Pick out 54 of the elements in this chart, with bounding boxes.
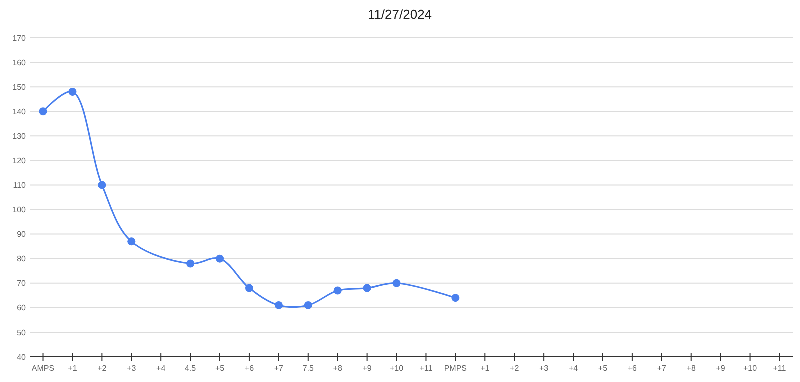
x-tick-label: AMPS	[32, 364, 55, 373]
x-tick-label: +4	[568, 364, 579, 373]
x-tick-label: +5	[215, 364, 226, 373]
x-tick-label: +3	[540, 364, 550, 373]
y-tick-label: 70	[17, 279, 27, 288]
x-tick-label: 4.5	[184, 364, 197, 373]
point	[216, 254, 224, 263]
x-tick-label: +1	[480, 364, 490, 373]
x-tick-label: +11	[420, 364, 434, 373]
point	[186, 260, 195, 268]
x-tick-label: +2	[510, 364, 520, 373]
point	[304, 301, 312, 310]
y-tick-label: 130	[12, 132, 27, 141]
x-tick-label: +8	[686, 364, 696, 373]
point	[274, 301, 283, 310]
x-tick-label: +1	[68, 364, 78, 373]
y-tick-label: 160	[12, 58, 27, 68]
point	[98, 181, 106, 190]
y-tick-label: 90	[17, 230, 27, 240]
x-tick-label: +10	[390, 364, 404, 373]
x-tick-label: +11	[773, 364, 787, 373]
y-tick-label: 140	[12, 107, 27, 116]
point	[452, 294, 460, 302]
x-tick-label: +6	[628, 364, 638, 373]
x-tick-label: +2	[98, 364, 108, 373]
y-tick-label: 120	[12, 156, 27, 166]
x-tick-label: +4	[156, 364, 166, 373]
y-tick-label: 60	[17, 304, 27, 313]
chart-title: 11/27/2024	[368, 7, 432, 22]
y-tick-label: 110	[13, 181, 27, 190]
x-tick-label: +6	[244, 364, 255, 373]
x-tick-label: +7	[274, 364, 284, 373]
x-tick-label: +9	[716, 364, 726, 373]
y-tick-label: 100	[12, 206, 27, 215]
y-tick-label: 80	[17, 254, 27, 264]
x-tick-label: +9	[362, 364, 372, 373]
point	[245, 284, 254, 292]
point	[334, 286, 342, 295]
point	[363, 284, 372, 292]
y-tick-label: 150	[12, 82, 27, 92]
x-tick-label: +5	[598, 364, 608, 373]
y-tick-label: 40	[17, 352, 27, 362]
y-tick-label: 170	[12, 34, 27, 43]
y-tick-label: 50	[17, 328, 27, 338]
point	[392, 279, 401, 288]
x-tick-label: +7	[657, 364, 668, 373]
x-tick-label: +3	[127, 364, 137, 373]
point	[39, 108, 48, 116]
point	[128, 238, 136, 246]
x-tick-label: +8	[333, 364, 343, 373]
x-tick-label: +10	[743, 364, 758, 373]
x-tick-label: 7.5	[302, 364, 314, 373]
point	[68, 88, 77, 96]
x-tick-label: PMPS	[444, 364, 468, 373]
